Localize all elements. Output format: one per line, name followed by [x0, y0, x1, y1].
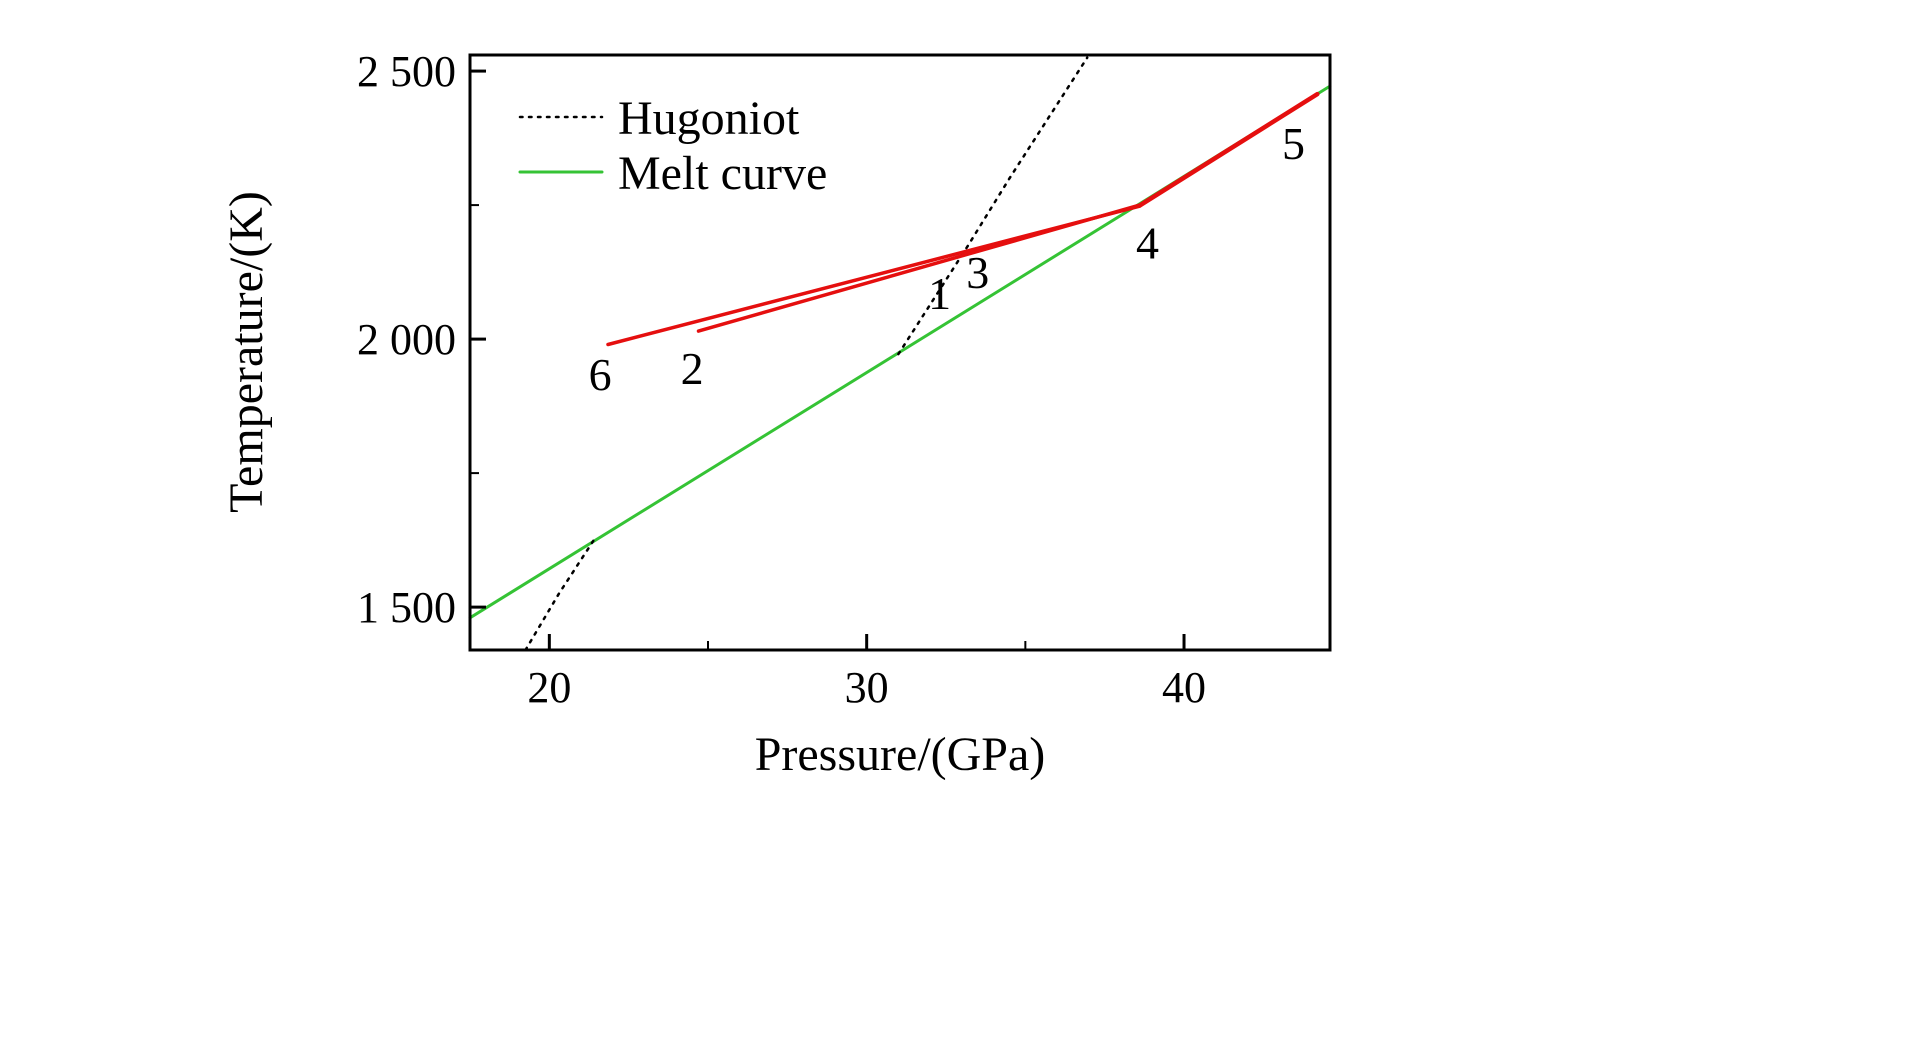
y-tick-label: 2 000 [357, 315, 456, 364]
series-layer [468, 56, 1332, 652]
plot-border [468, 53, 1332, 652]
y-axis-title: Temperature/(K) [220, 191, 273, 513]
point-label-3: 3 [966, 247, 989, 298]
point-label-5: 5 [1282, 118, 1305, 169]
x-axis-title: Pressure/(GPa) [755, 728, 1046, 781]
point-label-1: 1 [928, 268, 951, 319]
series-hugoniot-below-melt [524, 538, 596, 652]
x-tick-label: 40 [1162, 663, 1206, 712]
point-label-4: 4 [1136, 218, 1159, 269]
x-tick-label: 20 [527, 663, 571, 712]
point-label-6: 6 [589, 349, 612, 400]
series-hugoniot-above-melt [897, 56, 1089, 356]
axes-layer: 20 30 40 1 500 2 000 2 500 [357, 47, 1332, 712]
series-shock-path-4-to-5 [1137, 91, 1320, 208]
x-tick-label: 30 [845, 663, 889, 712]
point-labels-layer: 1 2 3 4 5 6 [589, 118, 1305, 400]
legend-label: Melt curve [618, 147, 827, 200]
legend-label: Hugoniot [618, 92, 800, 145]
y-tick-label: 2 500 [357, 47, 456, 96]
y-tick-label: 1 500 [357, 583, 456, 632]
series-shock-path-2-to-4 [696, 203, 1142, 333]
point-label-2: 2 [681, 343, 704, 394]
